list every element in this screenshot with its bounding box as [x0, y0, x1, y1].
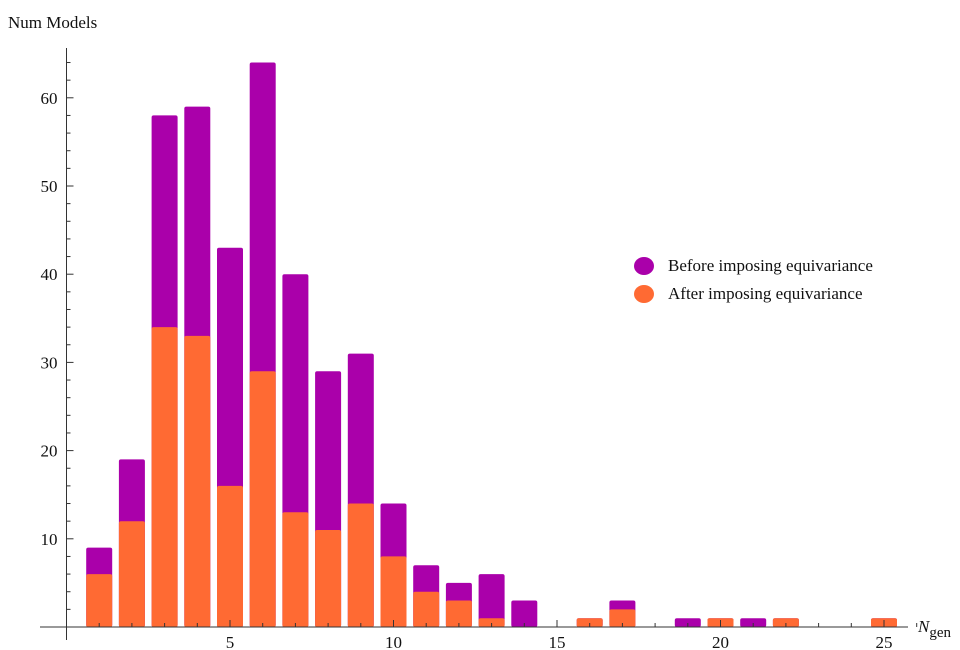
bar-after-1 — [86, 574, 113, 627]
bar-before-21 — [740, 618, 767, 627]
x-ticks: 5 10 15 20 25 — [98, 620, 918, 650]
bar-after-9 — [347, 503, 374, 627]
x-axis-title-subscript: gen — [929, 625, 951, 641]
x-tick-label-20: 20 — [712, 633, 729, 650]
y-ticks: 10 20 30 40 50 60 — [41, 62, 74, 610]
legend-label-before: Before imposing equivariance — [668, 256, 873, 275]
bar-after-3 — [151, 327, 178, 627]
x-tick-label-10: 10 — [385, 633, 402, 650]
y-tick-label-50: 50 — [41, 177, 58, 196]
bar-after-13 — [478, 618, 505, 627]
bar-after-10 — [380, 556, 407, 627]
bar-before-19 — [674, 618, 701, 627]
legend-swatch-before — [634, 257, 654, 275]
y-tick-label-30: 30 — [41, 353, 58, 372]
bar-after-4 — [184, 335, 211, 627]
bar-before-13 — [478, 574, 505, 627]
y-tick-label-40: 40 — [41, 265, 58, 284]
bar-after-12 — [445, 600, 472, 627]
legend-label-after: After imposing equivariance — [668, 284, 863, 303]
legend: Before imposing equivariance After impos… — [634, 256, 873, 303]
bar-after-7 — [282, 512, 309, 627]
axes: 5 10 15 20 25 10 20 30 40 50 60 — [40, 48, 918, 650]
bar-before-14 — [511, 600, 538, 627]
y-tick-label-10: 10 — [41, 530, 58, 549]
bar-after-16 — [576, 618, 603, 627]
bar-after-11 — [413, 591, 440, 627]
x-tick-label-5: 5 — [226, 633, 235, 650]
x-axis-title-main: N — [917, 617, 931, 636]
y-tick-label-20: 20 — [41, 442, 58, 461]
bar-after-22 — [772, 618, 799, 627]
bar-after-6 — [249, 371, 276, 627]
legend-swatch-after — [634, 285, 654, 303]
x-tick-label-25: 25 — [876, 633, 893, 650]
x-tick-label-15: 15 — [549, 633, 566, 650]
bar-after-5 — [217, 485, 243, 627]
bar-after-8 — [315, 530, 342, 627]
bar-after-17 — [609, 609, 636, 627]
y-axis-title: Num Models — [8, 13, 97, 32]
y-tick-label-60: 60 — [41, 89, 58, 108]
after-series-bars — [86, 327, 897, 627]
x-axis-title: Ngen — [917, 617, 952, 641]
bar-after-2 — [118, 521, 145, 627]
